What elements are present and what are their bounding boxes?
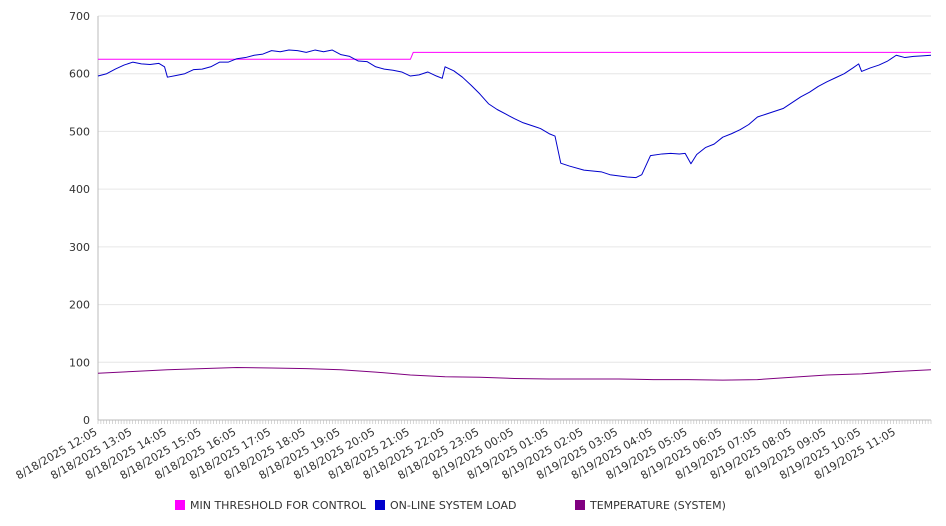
x-tick-labels: 8/18/2025 12:058/18/2025 13:058/18/2025 …: [14, 425, 898, 482]
legend: MIN THRESHOLD FOR CONTROL ON-LINE SYSTEM …: [175, 499, 726, 512]
y-tick-label: 300: [69, 241, 90, 254]
legend-label: TEMPERATURE (SYSTEM): [589, 499, 726, 512]
y-tick-labels: 0 100 200 300 400 500 600 700: [69, 10, 90, 427]
axes: [97, 16, 932, 424]
legend-swatch: [375, 500, 385, 510]
y-tick-label: 100: [69, 356, 90, 369]
grid: [98, 15, 931, 363]
legend-label: MIN THRESHOLD FOR CONTROL: [190, 499, 367, 512]
series-line-3: [97, 366, 932, 381]
legend-label: ON-LINE SYSTEM LOAD: [390, 499, 516, 512]
y-tick-label: 700: [69, 10, 90, 23]
series-lines: [97, 49, 932, 381]
y-tick-label: 500: [69, 125, 90, 138]
series-line-1: [98, 51, 931, 60]
series-line-2: [97, 49, 932, 179]
legend-swatch: [175, 500, 185, 510]
y-tick-label: 200: [69, 299, 90, 312]
legend-swatch: [575, 500, 585, 510]
y-tick-label: 400: [69, 183, 90, 196]
y-tick-label: 600: [69, 68, 90, 81]
y-tick-label: 0: [83, 414, 90, 427]
